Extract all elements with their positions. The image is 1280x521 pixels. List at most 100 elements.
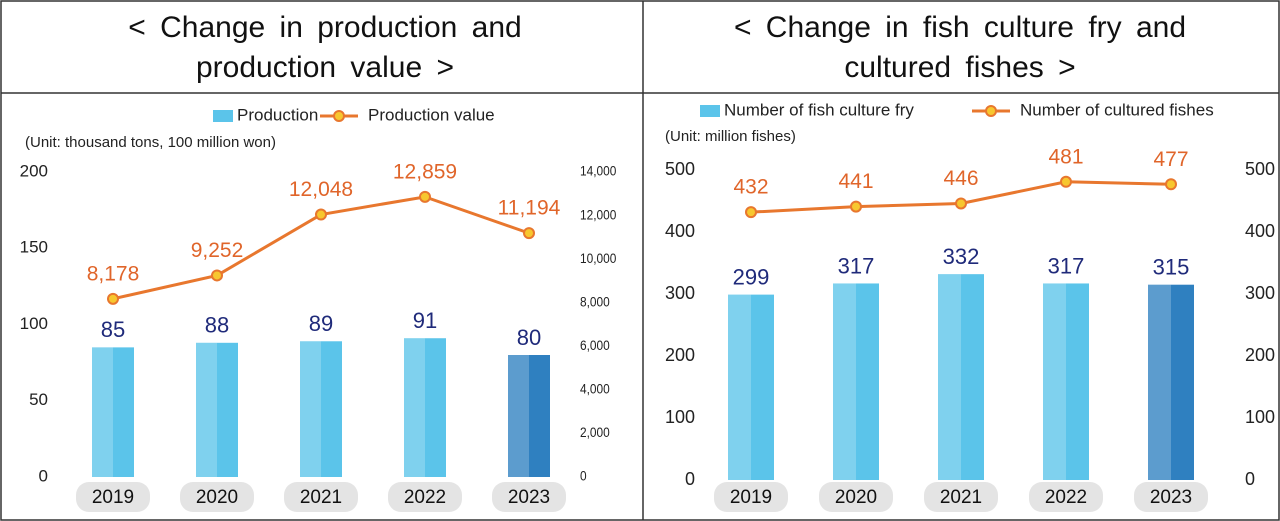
- line-point: [211, 269, 223, 282]
- x-tick-label: 2023: [508, 487, 550, 508]
- bar: [938, 274, 984, 480]
- y2-tick-label: 12,000: [580, 206, 616, 222]
- legend-label: Production value: [368, 105, 495, 124]
- y2-tick-label: 4,000: [580, 381, 610, 397]
- y2-tick-label: 500: [1245, 159, 1275, 179]
- y2-tick-label: 400: [1245, 221, 1275, 241]
- line-value-label: 477: [1153, 148, 1188, 171]
- legend-swatch: [700, 105, 720, 117]
- bar-value-label: 317: [1048, 253, 1085, 278]
- y-tick-label: 400: [665, 221, 695, 241]
- category-pill: [284, 482, 358, 512]
- legend-label: Number of cultured fishes: [1020, 100, 1214, 119]
- bar-highlight: [728, 294, 751, 480]
- bar: [833, 283, 879, 480]
- line-value-label: 11,194: [498, 197, 561, 220]
- y2-tick-label: 8,000: [580, 293, 610, 309]
- bar-value-label: 315: [1153, 255, 1190, 280]
- y-tick-label: 150: [20, 238, 48, 257]
- y2-tick-label: 0: [1245, 469, 1255, 489]
- line-point: [1165, 178, 1177, 191]
- y-tick-label: 200: [665, 345, 695, 365]
- y-tick-label: 200: [20, 161, 48, 180]
- y-tick-label: 50: [29, 390, 48, 409]
- category-pill: [492, 482, 566, 512]
- line-point: [315, 208, 327, 221]
- bar: [1043, 283, 1089, 480]
- line-value-label: 12,048: [289, 178, 353, 201]
- x-tick-label: 2019: [92, 487, 134, 508]
- bar: [1148, 284, 1194, 480]
- bar: [508, 355, 550, 477]
- chart-title: < Change in production and production va…: [128, 11, 522, 84]
- category-pill: [924, 482, 998, 512]
- line-point: [107, 292, 119, 305]
- bar: [404, 338, 446, 477]
- y2-tick-label: 2,000: [580, 424, 610, 440]
- category-pill: [76, 482, 150, 512]
- y-tick-label: 100: [20, 314, 48, 333]
- bar-value-label: 88: [205, 313, 229, 338]
- bar-highlight: [300, 341, 321, 477]
- line-point: [1060, 175, 1072, 188]
- y-tick-label: 0: [685, 469, 695, 489]
- line-point: [745, 206, 757, 219]
- bar-value-label: 332: [943, 244, 980, 269]
- bar-value-label: 85: [101, 317, 125, 342]
- bar-highlight: [1043, 283, 1066, 480]
- line-value-label: 9,252: [191, 239, 244, 262]
- legend-dot: [985, 105, 997, 117]
- x-tick-label: 2021: [300, 487, 342, 508]
- bar: [300, 341, 342, 477]
- line-value-label: 432: [733, 176, 768, 199]
- bar-value-label: 91: [413, 308, 437, 333]
- y2-tick-label: 10,000: [580, 250, 616, 266]
- line-value-label: 8,178: [87, 262, 140, 285]
- category-pill: [819, 482, 893, 512]
- y2-tick-label: 0: [580, 468, 587, 484]
- line-value-label: 481: [1048, 145, 1083, 168]
- bar-highlight: [404, 338, 425, 477]
- bar: [92, 347, 134, 477]
- line-value-label: 446: [943, 167, 978, 190]
- x-tick-label: 2022: [404, 487, 446, 508]
- x-tick-label: 2020: [835, 487, 877, 508]
- legend-dot: [333, 110, 345, 122]
- x-tick-label: 2023: [1150, 487, 1192, 508]
- bar: [728, 294, 774, 480]
- y2-tick-label: 200: [1245, 345, 1275, 365]
- line-point: [419, 190, 431, 203]
- y2-tick-label: 6,000: [580, 337, 610, 353]
- y2-tick-label: 300: [1245, 283, 1275, 303]
- category-pill: [714, 482, 788, 512]
- y-tick-label: 500: [665, 159, 695, 179]
- y2-tick-label: 14,000: [580, 163, 616, 179]
- line-point: [850, 200, 862, 213]
- bar-highlight: [508, 355, 529, 477]
- unit-label: (Unit: million fishes): [665, 128, 796, 145]
- y-tick-label: 0: [39, 466, 48, 485]
- y-tick-label: 300: [665, 283, 695, 303]
- bar-value-label: 299: [733, 264, 770, 289]
- legend-label: Number of fish culture fry: [724, 100, 914, 119]
- bar: [196, 342, 238, 477]
- bar-value-label: 89: [309, 311, 333, 336]
- line-value-label: 12,859: [393, 160, 457, 183]
- bar-highlight: [938, 274, 961, 480]
- bar-highlight: [1148, 284, 1171, 480]
- line-point: [523, 227, 535, 240]
- category-pill: [180, 482, 254, 512]
- x-tick-label: 2020: [196, 487, 238, 508]
- category-pill: [1029, 482, 1103, 512]
- x-tick-label: 2022: [1045, 487, 1087, 508]
- category-pill: [1134, 482, 1208, 512]
- bar-value-label: 80: [517, 325, 541, 350]
- bar-value-label: 317: [838, 253, 875, 278]
- unit-label: (Unit: thousand tons, 100 million won): [25, 134, 276, 151]
- y2-tick-label: 100: [1245, 407, 1275, 427]
- line-value-label: 441: [838, 170, 873, 193]
- line-point: [955, 197, 967, 210]
